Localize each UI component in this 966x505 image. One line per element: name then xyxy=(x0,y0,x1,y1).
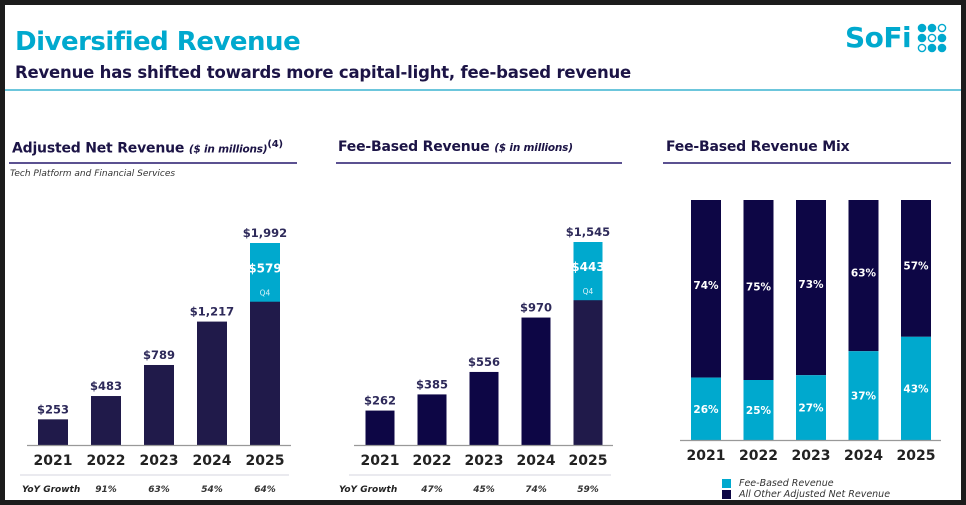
bar-segment-q4-2025 xyxy=(573,242,603,301)
header-divider xyxy=(5,89,961,91)
x-tick-label: 2025 xyxy=(246,453,285,469)
yoy-growth-label: YoY Growth xyxy=(22,485,80,495)
adjusted-revenue-title: Adjusted Net Revenue ($ in millions)(4) xyxy=(12,139,283,157)
segment-value-label: $443 xyxy=(571,260,604,274)
bar-2022 xyxy=(417,394,447,445)
x-tick-label: 2023 xyxy=(792,448,831,464)
value-label: $262 xyxy=(364,394,396,408)
bar-other-2022 xyxy=(743,200,774,380)
slide: Diversified Revenue Revenue has shifted … xyxy=(5,5,961,500)
segment-label-fee: 27% xyxy=(798,403,824,415)
segment-label-fee: 37% xyxy=(851,391,877,403)
sofi-logo: SoFi xyxy=(845,21,947,54)
bar-2023 xyxy=(469,371,499,445)
yoy-growth-value: 45% xyxy=(472,485,495,495)
fee-mix-chart: 74% 26% 2021 75% 25% 2022 73% 27% 2023 63% 37% 2024… xyxy=(680,200,941,464)
fee-revenue-title: Fee-Based Revenue ($ in millions) xyxy=(338,139,573,155)
bar-2023 xyxy=(144,364,174,445)
bar-other-2021 xyxy=(691,200,721,378)
segment-label-fee: 43% xyxy=(903,383,929,395)
section-note: Tech Platform and Financial Services xyxy=(10,169,176,179)
section-title-text: Adjusted Net Revenue xyxy=(12,140,185,157)
legend-swatch-other xyxy=(722,490,731,499)
x-tick-label: 2025 xyxy=(897,448,936,464)
bar-2024 xyxy=(521,317,551,445)
page-subtitle: Revenue has shifted towards more capital… xyxy=(15,63,632,82)
bar-other-2024 xyxy=(848,200,879,352)
segment-value-label: $579 xyxy=(248,261,281,275)
section-divider xyxy=(663,162,951,164)
yoy-growth-label: YoY Growth xyxy=(339,485,397,495)
page-title: Diversified Revenue xyxy=(15,27,301,57)
value-label: $1,992 xyxy=(243,226,287,240)
yoy-growth-value: 64% xyxy=(254,485,276,495)
segment-label-fee: 25% xyxy=(746,405,772,417)
x-tick-label: 2024 xyxy=(517,453,556,469)
yoy-growth-value: 54% xyxy=(201,485,223,495)
x-tick-label: 2023 xyxy=(140,453,179,469)
segment-label-other: 75% xyxy=(746,281,772,293)
value-label: $556 xyxy=(468,355,500,369)
section-title-text: Fee-Based Revenue Mix xyxy=(666,139,850,155)
x-tick-label: 2022 xyxy=(739,448,778,464)
footnote-marker: (4) xyxy=(267,139,283,150)
segment-sublabel: Q4 xyxy=(583,287,594,296)
segment-label-other: 73% xyxy=(798,279,824,291)
section-divider xyxy=(336,162,622,164)
legend-item: Fee-Based Revenue xyxy=(722,478,890,489)
sofi-dot-grid-icon xyxy=(917,23,947,52)
x-tick-label: 2021 xyxy=(361,453,400,469)
value-label: $970 xyxy=(520,301,552,315)
segment-label-other: 63% xyxy=(851,268,877,280)
x-tick-label: 2021 xyxy=(34,453,73,469)
value-label: $789 xyxy=(143,348,175,362)
yoy-growth-value: 63% xyxy=(148,485,170,495)
value-label: $385 xyxy=(416,377,448,391)
x-tick-label: 2022 xyxy=(413,453,452,469)
x-tick-label: 2021 xyxy=(687,448,726,464)
bar-fee-2025 xyxy=(901,336,931,440)
mix-title: Fee-Based Revenue Mix xyxy=(666,139,850,155)
x-tick-label: 2023 xyxy=(465,453,504,469)
x-tick-label: 2024 xyxy=(193,453,232,469)
logo-text: SoFi xyxy=(845,21,912,54)
x-tick-label: 2025 xyxy=(569,453,608,469)
yoy-growth-value: 59% xyxy=(577,485,599,495)
x-tick-label: 2024 xyxy=(844,448,883,464)
yoy-growth-value: 91% xyxy=(95,485,117,495)
section-title-text: Fee-Based Revenue xyxy=(338,139,490,155)
bar-2024 xyxy=(197,321,227,445)
bar-2022 xyxy=(91,396,121,445)
value-label: $1,217 xyxy=(190,305,234,319)
legend-swatch-fee xyxy=(722,479,731,488)
bar-fee-2022 xyxy=(743,380,774,440)
segment-label-other: 57% xyxy=(903,261,929,273)
value-label: $253 xyxy=(37,402,69,416)
adjusted-revenue-chart: $253 2021 $483 2022 91% $789 2023 63% $1,217 2024… xyxy=(20,226,291,495)
x-tick-label: 2022 xyxy=(87,453,126,469)
legend-label: Fee-Based Revenue xyxy=(739,478,834,489)
yoy-growth-value: 74% xyxy=(525,485,547,495)
bar-fee-2023 xyxy=(796,375,826,440)
section-unit: ($ in millions) xyxy=(494,142,573,154)
segment-label-other: 74% xyxy=(693,280,719,292)
segment-label-fee: 26% xyxy=(693,404,719,416)
bar-segment-q4-2025 xyxy=(250,243,280,302)
bar-other-2025 xyxy=(901,200,931,337)
bar-2021 xyxy=(365,410,395,445)
section-divider xyxy=(9,162,297,164)
value-label: $1,545 xyxy=(566,225,610,239)
mix-legend: Fee-Based Revenue All Other Adjusted Net… xyxy=(722,478,890,500)
legend-label: All Other Adjusted Net Revenue xyxy=(739,489,891,500)
legend-item: All Other Adjusted Net Revenue xyxy=(722,489,890,500)
section-unit: ($ in millions) xyxy=(188,143,268,156)
bar-other-2023 xyxy=(796,200,826,376)
bar-fee-2021 xyxy=(691,377,721,440)
value-label: $483 xyxy=(90,379,122,393)
segment-sublabel: Q4 xyxy=(260,289,271,298)
fee-revenue-chart: $262 2021 $385 2022 47% $556 2023 45% $970 2024 74… xyxy=(339,225,613,495)
bar-fee-2024 xyxy=(848,351,879,440)
bar-2021 xyxy=(38,419,68,445)
yoy-growth-value: 47% xyxy=(420,485,443,495)
